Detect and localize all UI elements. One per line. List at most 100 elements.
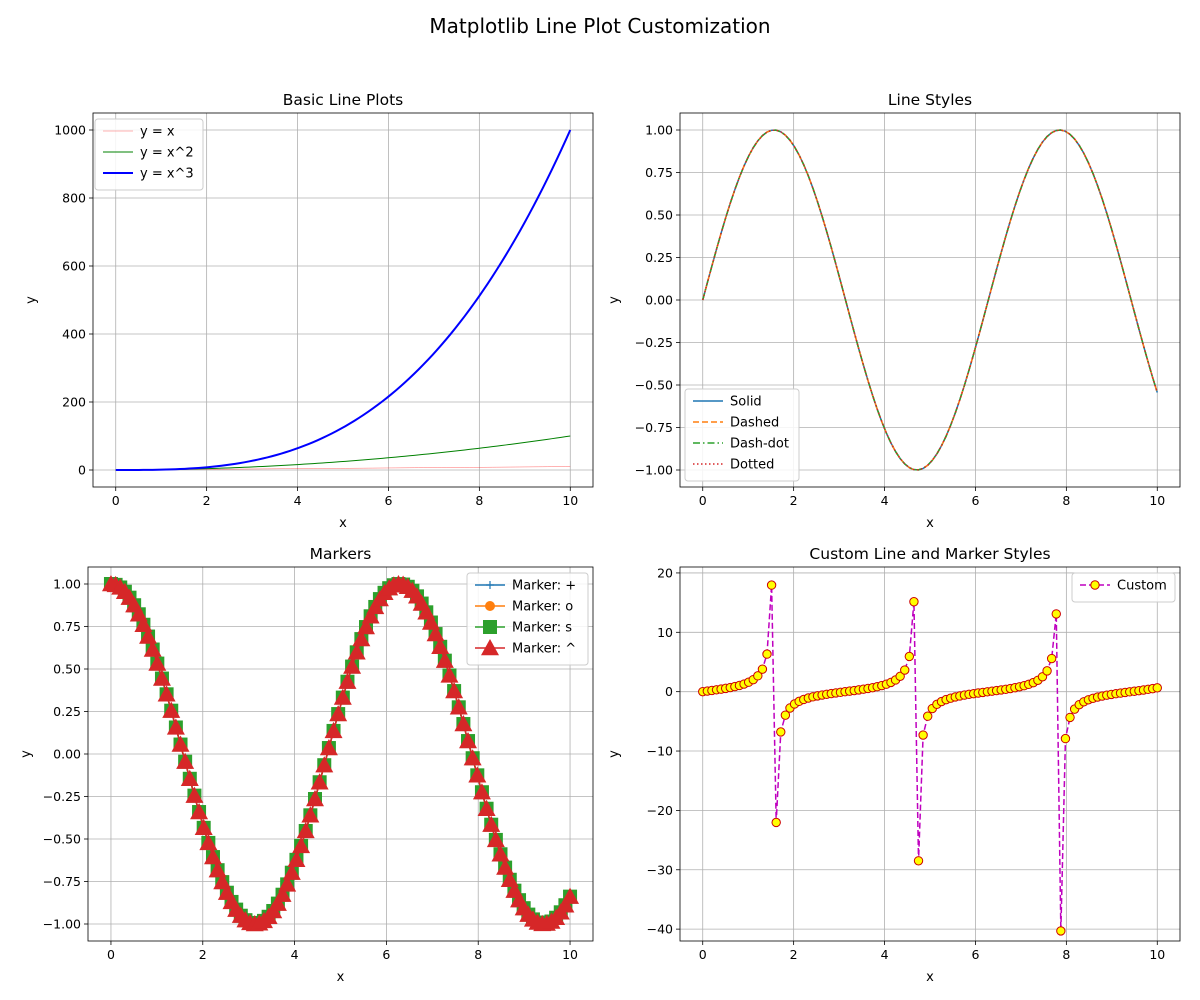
data-point: [268, 894, 287, 911]
legend: Marker: + Marker: o Marker: s Marker: ^: [466, 572, 589, 666]
series-line-3: [115, 129, 572, 471]
data-point: [496, 858, 515, 875]
y-tick-label: 1000: [54, 123, 86, 138]
axes-frame: [92, 112, 594, 488]
legend-entry-label: y = x^2: [140, 146, 194, 161]
series-line-4: [110, 583, 571, 925]
figure-suptitle: Matplotlib Line Plot Customization: [429, 14, 771, 38]
data-point: [918, 730, 928, 740]
data-point: [776, 727, 786, 737]
x-axis-label: x: [339, 516, 347, 531]
data-point: [895, 671, 905, 682]
legend-marker: [483, 620, 497, 634]
y-tick-label: 0.00: [645, 293, 673, 308]
plot-area: [115, 129, 572, 471]
x-tick-label: 2: [790, 493, 798, 508]
plot-area: [702, 129, 1158, 471]
x-tick-label: 0: [112, 493, 120, 508]
subplot-1: 0 2 4 6 8 10 0 200 400 600 800 1000 Basic Line Plots…: [24, 91, 594, 531]
data-point: [305, 790, 324, 807]
legend-marker: [1090, 580, 1100, 590]
y-tick-label: −0.25: [635, 335, 673, 350]
data-point: [148, 654, 167, 671]
data-point: [913, 856, 924, 866]
legend-entry-label: Solid: [730, 395, 762, 410]
y-axis-label: y: [24, 296, 39, 304]
legend-entry-label: Dashed: [730, 416, 779, 431]
y-tick-label: 800: [62, 191, 86, 206]
data-point: [301, 806, 320, 823]
axes-frame: [679, 566, 1181, 942]
data-point: [347, 643, 366, 660]
data-point: [486, 830, 505, 848]
y-tick-label: −0.50: [635, 378, 673, 393]
data-point: [1065, 712, 1075, 723]
data-point: [561, 887, 580, 904]
y-axis-label: y: [19, 750, 34, 758]
x-tick-label: 10: [562, 493, 578, 508]
x-tick-label: 8: [1062, 947, 1070, 962]
data-point: [329, 705, 348, 722]
data-point: [459, 732, 478, 749]
data-point: [780, 710, 791, 720]
data-point: [556, 896, 575, 913]
data-point: [143, 640, 162, 657]
x-tick-label: 4: [291, 947, 299, 962]
subplot-title: Markers: [310, 545, 372, 563]
x-tick-label: 2: [790, 947, 798, 962]
subplot-4: 0 2 4 6 8 10 −40 −30 −20 −10 0 10 20 Custom Line and …: [607, 545, 1181, 985]
data-point: [482, 815, 501, 832]
x-tick-label: 6: [382, 947, 390, 962]
data-point: [282, 863, 301, 880]
x-tick-label: 0: [107, 947, 115, 962]
series-line-2: [115, 435, 571, 471]
data-point: [315, 756, 334, 773]
subplot-title: Custom Line and Marker Styles: [809, 545, 1050, 563]
data-point: [176, 752, 195, 769]
x-tick-label: 6: [971, 947, 979, 962]
data-point: [477, 799, 496, 816]
data-point: [352, 630, 371, 647]
y-tick-label: −0.50: [43, 832, 81, 847]
legend-marker: [486, 581, 494, 589]
y-tick-label: 200: [62, 395, 86, 410]
data-point: [185, 786, 204, 803]
subplot-title: Line Styles: [888, 91, 972, 109]
x-tick-label: 2: [203, 493, 211, 508]
y-tick-label: 0.00: [53, 747, 81, 762]
data-point: [319, 739, 338, 756]
data-point: [900, 665, 910, 675]
x-tick-label: 4: [294, 493, 302, 508]
legend: y = x y = x^2 y = x^3: [94, 118, 204, 191]
data-point: [1056, 926, 1066, 936]
data-point: [361, 607, 380, 624]
legend-entry-label: y = x^3: [140, 167, 194, 182]
data-point: [445, 682, 464, 699]
x-tick-label: 10: [1149, 493, 1165, 508]
x-tick-label: 4: [881, 493, 889, 508]
data-point: [762, 649, 772, 659]
y-tick-label: 600: [62, 259, 86, 274]
series-markers-1: [698, 580, 1162, 936]
legend-entry-label: Dash-dot: [730, 437, 789, 452]
legend-entry-label: Marker: ^: [512, 642, 576, 657]
data-point: [157, 685, 176, 702]
data-point: [338, 672, 357, 689]
data-point: [166, 718, 185, 735]
x-tick-label: 0: [699, 947, 707, 962]
data-point: [194, 818, 213, 836]
data-point: [357, 618, 376, 635]
data-point: [208, 861, 227, 878]
legend-marker: [485, 601, 495, 611]
data-point: [180, 769, 199, 786]
x-tick-label: 8: [475, 493, 483, 508]
data-point: [152, 669, 171, 686]
series-markers-4: [101, 575, 580, 932]
data-point: [923, 711, 933, 721]
data-point: [162, 701, 181, 718]
subplot-title: Basic Line Plots: [283, 91, 403, 109]
data-point: [1152, 683, 1162, 693]
x-tick-label: 4: [881, 947, 889, 962]
data-point: [292, 836, 311, 854]
legend: Custom: [1071, 572, 1176, 603]
